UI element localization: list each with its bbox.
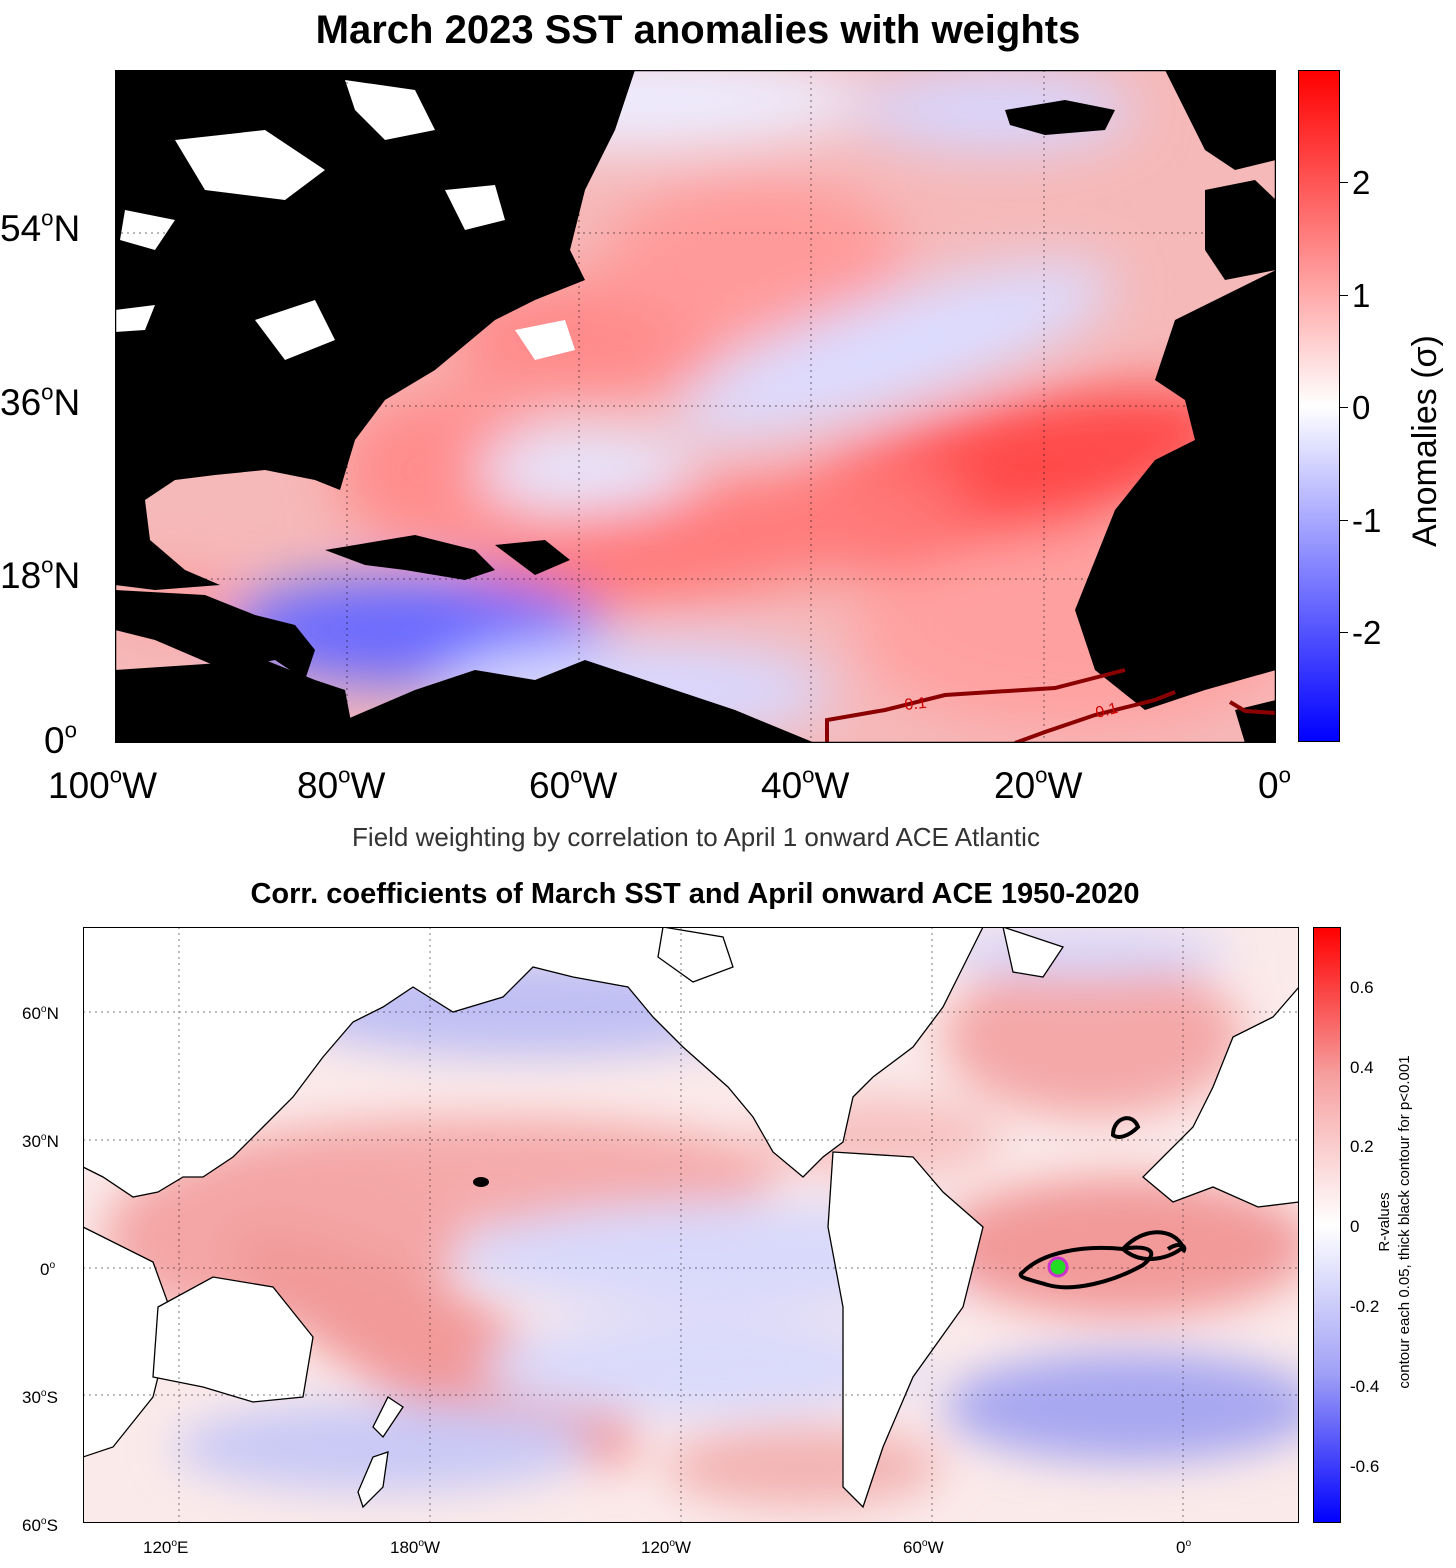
bottom-lat-tick-30n: 30oN — [22, 1131, 59, 1151]
bottom-cb-tick-0.2: 0.2 — [1350, 1137, 1374, 1156]
top-lon-tick-0: 0o — [1258, 762, 1291, 806]
bottom-lon-tick-0: 0o — [1176, 1537, 1192, 1557]
top-map-caption: Field weighting by correlation to April … — [352, 822, 1040, 852]
bottom-lat-tick-0: 0o — [40, 1259, 56, 1279]
top-lat-tick-54n: 54oN — [0, 205, 81, 249]
bottom-colorbar — [1313, 927, 1341, 1523]
bottom-lat-tick-60s: 60oS — [22, 1515, 58, 1535]
top-lat-tick-36n: 36oN — [0, 379, 81, 423]
bottom-lat-tick-60n: 60oN — [22, 1003, 59, 1023]
bottom-lon-tick-120e: 120oE — [143, 1537, 189, 1557]
bottom-lon-tick-60w: 60oW — [903, 1537, 944, 1557]
top-cb-tick-m1: -1 — [1352, 502, 1382, 539]
top-colorbar-label: Anomalies (σ) — [1406, 335, 1444, 547]
top-lon-tick-60w: 60oW — [529, 762, 618, 806]
top-contour-label-1: 0.1 — [904, 695, 928, 714]
top-lon-tick-100w: 100oW — [48, 762, 158, 806]
top-cb-tick-m2: -2 — [1352, 614, 1382, 651]
bottom-lon-tick-180w: 180oW — [390, 1537, 441, 1557]
bottom-cb-tick-m0.2: -0.2 — [1350, 1297, 1380, 1316]
bottom-colorbar-label: R-values contour each 0.05, thick black … — [1375, 942, 1419, 1502]
top-lat-tick-0: 0o — [44, 717, 77, 761]
top-map-plot: 0.1 0.1 — [115, 70, 1276, 743]
top-cb-tick-1: 1 — [1352, 277, 1371, 314]
bottom-map-plot — [83, 927, 1299, 1523]
location-marker-icon — [1047, 1256, 1069, 1278]
bottom-map-title: Corr. coefficients of March SST and Apri… — [250, 878, 1140, 910]
bottom-cb-tick-m0.4: -0.4 — [1350, 1377, 1380, 1396]
bottom-colorbar-label-line1: R-values — [1376, 1192, 1393, 1252]
top-lon-tick-20w: 20oW — [994, 762, 1083, 806]
top-contour-label-2: 0.1 — [1094, 700, 1120, 722]
top-map-ice — [115, 80, 575, 360]
top-map-land — [115, 70, 1276, 743]
bottom-cb-tick-0.4: 0.4 — [1350, 1058, 1374, 1077]
top-cb-tick-2: 2 — [1352, 164, 1371, 201]
top-lon-tick-80w: 80oW — [297, 762, 386, 806]
top-colorbar — [1298, 70, 1340, 742]
top-cb-tick-0: 0 — [1352, 389, 1371, 426]
bottom-map-continents — [83, 927, 1299, 1509]
bottom-cb-tick-0: 0 — [1350, 1217, 1360, 1236]
top-lon-tick-40w: 40oW — [761, 762, 850, 806]
tropical-atlantic-dot — [473, 1177, 489, 1187]
bottom-lat-tick-30s: 30oS — [22, 1387, 58, 1407]
bottom-colorbar-label-line2: contour each 0.05, thick black contour f… — [1395, 1055, 1413, 1389]
bottom-cb-tick-m0.6: -0.6 — [1350, 1457, 1380, 1476]
top-map-title: March 2023 SST anomalies with weights — [315, 8, 1081, 52]
bottom-cb-tick-0.6: 0.6 — [1350, 978, 1374, 997]
bottom-lon-tick-120w: 120oW — [641, 1537, 692, 1557]
top-lat-tick-18n: 18oN — [0, 552, 81, 596]
